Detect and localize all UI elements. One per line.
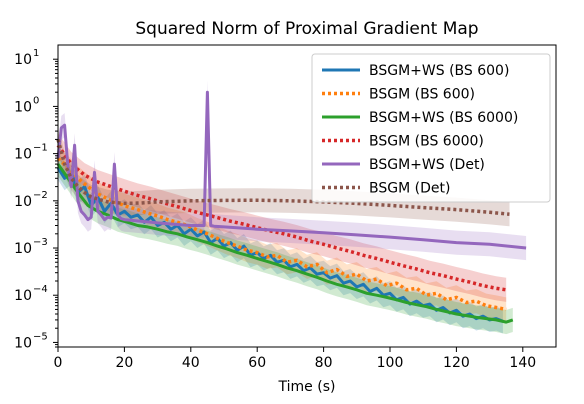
series-line-0 — [56, 167, 504, 323]
series-line-4 — [56, 90, 527, 250]
x-tick-label-0: 0 — [54, 355, 63, 371]
y-tick-label-4: 10 — [14, 147, 32, 163]
x-tick-label-3: 60 — [248, 355, 266, 371]
y-tick-exponent-3: −2 — [33, 190, 48, 201]
y-tick-label-5: 10 — [14, 99, 32, 115]
legend-box — [311, 53, 551, 203]
x-axis-label: Time (s) — [278, 379, 336, 395]
y-tick-exponent-5: 0 — [33, 95, 39, 106]
x-tick-label-7: 140 — [509, 355, 536, 371]
legend-label-2: BSGM+WS (BS 6000) — [369, 110, 518, 126]
series-band-2 — [58, 152, 513, 335]
series-line-2 — [56, 163, 514, 324]
x-tick-label-4: 80 — [315, 355, 333, 371]
x-tick-label-2: 40 — [182, 355, 200, 371]
legend-label-3: BSGM (BS 6000) — [369, 134, 484, 150]
series-line-1 — [56, 156, 507, 312]
legend-label-4: BSGM+WS (Det) — [369, 157, 485, 173]
legend-label-1: BSGM (BS 600) — [369, 87, 475, 103]
y-tick-label-2: 10 — [14, 241, 32, 257]
series-band-1 — [58, 146, 507, 322]
series-band-0 — [58, 155, 503, 334]
series-line-3 — [56, 144, 507, 292]
plot-frame — [57, 44, 557, 348]
series-band-3 — [58, 133, 507, 302]
y-tick-label-3: 10 — [14, 194, 32, 210]
y-tick-exponent-2: −3 — [33, 237, 48, 248]
x-tick-label-5: 100 — [377, 355, 404, 371]
series-band-4 — [58, 80, 527, 261]
legend-label-5: BSGM (Det) — [369, 181, 450, 197]
series-line-5 — [56, 138, 510, 216]
y-tick-exponent-1: −4 — [33, 284, 48, 295]
y-tick-exponent-0: −5 — [33, 331, 48, 342]
x-axis: 0 20 40 60 80 100 120 140 — [54, 347, 536, 371]
x-tick-label-6: 120 — [443, 355, 470, 371]
series-lines — [56, 90, 527, 324]
chart-title: Squared Norm of Proximal Gradient Map — [135, 19, 478, 39]
legend-label-0: BSGM+WS (BS 600) — [369, 63, 509, 79]
y-tick-label-0: 10 — [14, 335, 32, 351]
y-tick-exponent-4: −1 — [33, 143, 48, 154]
y-tick-exponent-6: 1 — [33, 48, 39, 59]
y-tick-label-1: 10 — [14, 288, 32, 304]
y-tick-label-6: 10 — [14, 52, 32, 68]
legend: BSGM+WS (BS 600) BSGM (BS 600) BSGM+WS (BS… — [311, 53, 551, 203]
x-tick-label-1: 20 — [115, 355, 133, 371]
